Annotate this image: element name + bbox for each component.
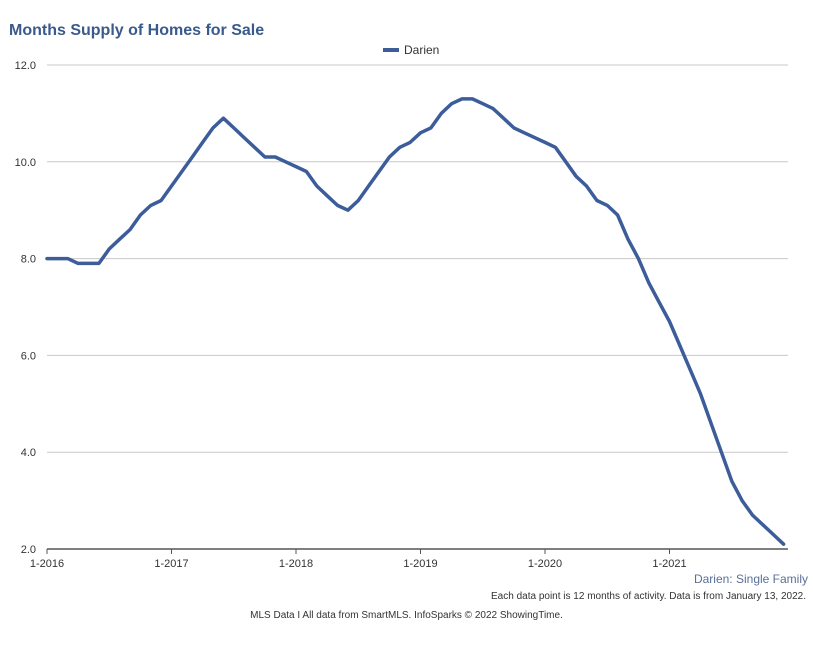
x-tick-label: 1-2016: [30, 558, 64, 570]
legend-swatch-darien: [383, 48, 399, 52]
y-tick-label: 4.0: [21, 447, 36, 459]
x-tick-label: 1-2017: [154, 558, 188, 570]
x-tick-label: 1-2018: [279, 558, 313, 570]
y-tick-label: 6.0: [21, 350, 36, 362]
y-tick-label: 12.0: [15, 60, 36, 72]
y-tick-label: 10.0: [15, 157, 36, 169]
x-tick-label: 1-2020: [528, 558, 562, 570]
y-tick-label: 8.0: [21, 254, 36, 266]
series-darien: [45, 97, 786, 546]
x-axis: 1-2016 1-2017 1-2018 1-2019 1-2020 1-2021: [30, 548, 788, 570]
chart-title: Months Supply of Homes for Sale: [9, 22, 265, 39]
source-credit: MLS Data I All data from SmartMLS. InfoS…: [250, 610, 563, 621]
series-line-darien: [45, 97, 786, 546]
y-gridlines: [47, 64, 788, 453]
x-tick-label: 1-2021: [652, 558, 686, 570]
x-tick-label: 1-2019: [403, 558, 437, 570]
y-tick-labels: 2.0 4.0 6.0 8.0 10.0 12.0: [15, 60, 36, 556]
y-tick-label: 2.0: [21, 544, 36, 556]
legend: Darien: [383, 43, 439, 57]
legend-label-darien: Darien: [404, 43, 440, 57]
chart-subtitle: Darien: Single Family: [693, 572, 808, 586]
footnote: Each data point is 12 months of activity…: [491, 591, 806, 602]
